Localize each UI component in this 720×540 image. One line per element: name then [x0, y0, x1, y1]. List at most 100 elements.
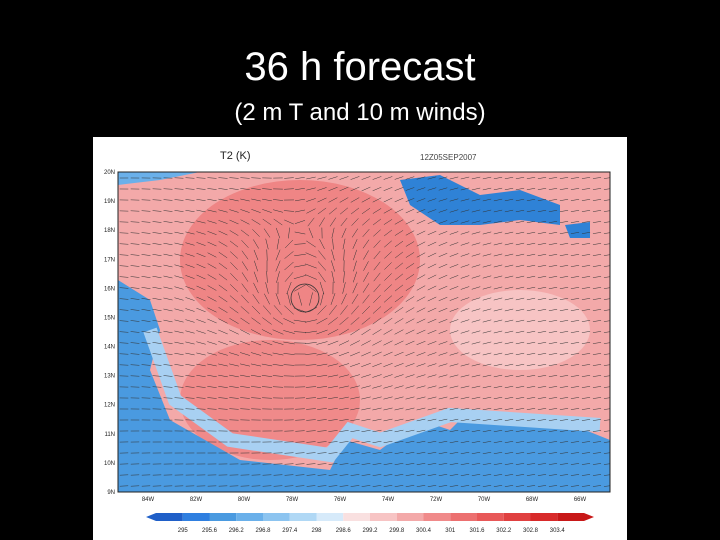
wind-arrow [493, 352, 503, 356]
wind-arrow [372, 429, 382, 433]
wind-arrow [493, 463, 503, 465]
wind-arrow [383, 452, 393, 454]
wind-arrow [241, 250, 249, 260]
wind-arrow [130, 254, 140, 256]
wind-arrow [581, 342, 591, 344]
wind-arrow [130, 287, 140, 289]
wind-arrow [328, 474, 338, 476]
wind-arrow [394, 230, 404, 236]
wind-arrow [526, 430, 536, 432]
wind-arrow [241, 261, 249, 271]
wind-arrow [493, 374, 503, 378]
wind-arrow [152, 199, 162, 201]
wind-arrow [592, 452, 602, 454]
wind-arrow [275, 260, 281, 272]
wind-arrow [570, 243, 580, 245]
wind-arrow [449, 297, 459, 301]
wind-arrow [207, 386, 217, 388]
wind-arrow [253, 282, 259, 294]
wind-arrow [570, 287, 580, 289]
wind-arrow [559, 441, 569, 443]
wind-arrow [592, 441, 602, 443]
wind-arrow [427, 252, 437, 258]
wind-arrow [460, 485, 470, 487]
lat-label: 12N [104, 403, 115, 409]
wind-arrow [559, 474, 569, 476]
wind-arrow [504, 441, 514, 443]
wind-arrow [317, 441, 327, 443]
wind-arrow [493, 253, 503, 257]
wind-arrow [581, 320, 591, 322]
wind-arrow [339, 396, 349, 400]
wind-arrow [493, 187, 503, 191]
wind-arrow [284, 474, 294, 476]
wind-arrow [229, 408, 239, 410]
wind-arrow [449, 198, 459, 202]
wind-arrow [384, 262, 392, 270]
wind-arrow [515, 187, 525, 191]
wind-arrow [570, 452, 580, 454]
wind-arrow [603, 331, 610, 333]
wind-arrow [352, 271, 358, 283]
wind-arrow [570, 408, 580, 410]
wind-arrow [196, 285, 206, 291]
warm-region [180, 180, 420, 340]
wind-arrow [394, 295, 404, 303]
wind-arrow [515, 485, 525, 487]
wind-arrow [394, 219, 404, 225]
wind-arrow [317, 261, 327, 271]
wind-arrow [427, 363, 437, 367]
wind-arrow [262, 485, 272, 487]
wind-arrow [405, 285, 415, 291]
wind-arrow [603, 309, 610, 311]
wind-arrow [526, 220, 536, 224]
wind-arrow [416, 374, 426, 378]
wind-arrow [152, 308, 162, 312]
wind-arrow [276, 238, 280, 250]
wind-arrow [362, 283, 370, 293]
wind-arrow [405, 296, 415, 302]
wind-arrow [383, 187, 393, 191]
wind-arrow [493, 176, 503, 180]
wind-arrow [306, 485, 316, 487]
wind-arrow [570, 210, 580, 212]
wind-arrow [119, 342, 129, 344]
colorbar-label: 301.6 [469, 528, 485, 534]
wind-arrow [603, 287, 610, 289]
wind-arrow [317, 187, 327, 191]
wind-arrow [592, 320, 602, 322]
wind-arrow [515, 408, 525, 410]
wind-arrow [449, 407, 459, 411]
wind-arrow [416, 340, 426, 346]
wind-arrow [460, 308, 470, 312]
wind-arrow [361, 305, 371, 315]
wind-arrow [548, 320, 558, 322]
wind-arrow [471, 407, 481, 411]
wind-arrow [361, 176, 371, 180]
wind-arrow [493, 452, 503, 454]
wind-arrow [471, 430, 481, 432]
wind-arrow [581, 463, 591, 465]
wind-arrow [141, 254, 151, 256]
wind-arrow [581, 177, 591, 179]
wind-arrow [394, 452, 404, 454]
wind-arrow [284, 239, 294, 249]
wind-arrow [261, 329, 273, 335]
wind-arrow [416, 296, 426, 302]
wind-arrow [504, 419, 514, 421]
wind-arrow [581, 386, 591, 388]
wind-arrow [196, 352, 206, 356]
map-frame [117, 171, 611, 493]
wind-arrow [471, 253, 481, 257]
wind-arrow [405, 252, 415, 258]
wind-arrow [504, 374, 514, 378]
wind-arrow [471, 474, 481, 476]
wind-arrow [537, 353, 547, 355]
wind-arrow [603, 452, 610, 454]
wind-arrow [383, 351, 393, 357]
wind-arrow [141, 364, 151, 366]
wind-arrow [229, 284, 239, 292]
wind-arrow [383, 407, 393, 411]
wind-arrow [372, 407, 382, 411]
wind-arrow [438, 418, 448, 422]
